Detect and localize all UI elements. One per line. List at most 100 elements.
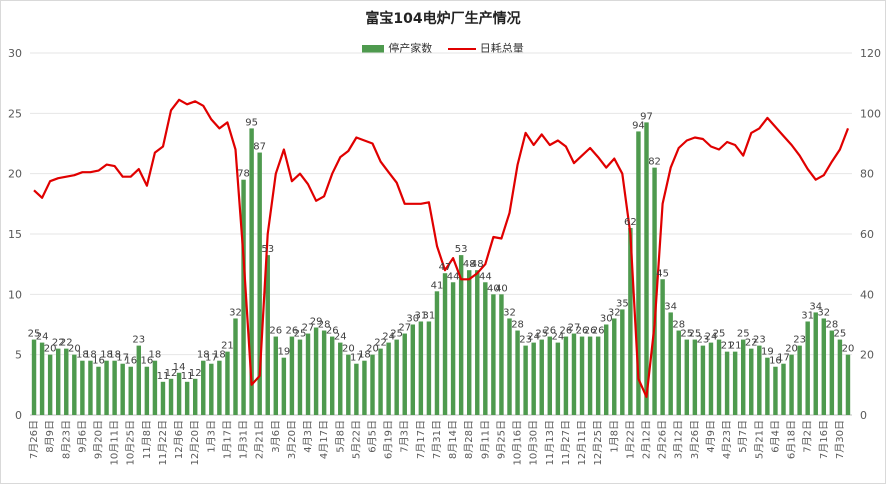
bar-data-label: 25 [688,329,701,340]
bar [700,345,706,415]
y-left-tick-label: 5 [15,349,22,362]
x-tick-label: 5月21日 [753,420,765,459]
y-right-tick-label: 40 [860,288,874,301]
bar [338,342,343,415]
bar-data-label: 26 [286,326,299,337]
bar-data-label: 11 [181,371,194,382]
bar [716,339,722,415]
bar [321,330,327,415]
x-tick-label: 6月19日 [383,420,395,459]
x-tick-label: 2月26日 [657,420,669,459]
bar-data-label: 19 [277,347,290,358]
x-tick-label: 11月22日 [157,420,169,465]
bar [829,330,835,415]
bar [434,291,440,415]
y-right-tick-label: 0 [860,409,867,422]
bar [684,339,690,415]
bar [636,131,641,415]
bar [354,363,359,415]
bar-data-label: 25 [737,329,750,340]
bar [491,294,496,415]
bar [612,318,617,415]
legend-line-swatch [447,48,476,50]
bar [732,351,738,415]
bar-data-label: 25 [390,329,403,340]
bar-data-label: 23 [753,335,766,346]
bar [426,321,432,415]
bar [442,273,448,415]
x-tick-label: 1月22日 [624,420,636,459]
legend-item-bars: 停产家数 [362,40,432,56]
bar [362,360,367,415]
bar-data-label: 16 [769,356,782,367]
bar-data-label: 26 [584,326,597,337]
bar-data-label: 22 [745,338,758,349]
bar-data-label: 27 [302,323,315,334]
bar [31,339,37,415]
bar-data-label: 23 [697,335,710,346]
bar [668,312,673,415]
bar [692,339,698,415]
bar-data-label: 20 [342,344,355,355]
bar [96,366,101,415]
bar-data-label: 16 [140,356,153,367]
bar-data-label: 31 [414,310,427,321]
x-tick-label: 7月30日 [834,420,846,459]
bar-data-label: 16 [92,356,105,367]
x-tick-label: 7月3日 [399,420,411,453]
bar-data-label: 48 [463,259,476,270]
bar-data-label: 17 [350,353,363,364]
bar-data-label: 32 [817,307,830,318]
legend-item-line: 日耗总量 [447,40,524,56]
bar [281,357,287,415]
x-tick-label: 7月17日 [415,420,427,459]
bar-data-label: 23 [793,335,806,346]
bar [660,279,665,415]
bar-data-label: 18 [358,350,371,361]
bar [289,336,295,415]
bar [241,179,246,415]
legend: 停产家数 日耗总量 [0,40,886,56]
bar-data-label: 12 [189,368,202,379]
x-tick-label: 9月6日 [76,420,88,453]
bar-data-label: 48 [471,259,484,270]
bar [813,312,818,415]
x-tick-label: 5月7日 [737,420,749,453]
bar-data-label: 24 [551,332,564,343]
bar [386,342,391,415]
y-left-tick-label: 20 [8,168,22,181]
y-left-tick-label: 25 [8,107,22,120]
x-tick-label: 4月17日 [318,420,330,459]
bar [112,360,117,415]
x-tick-label: 4月9日 [705,420,717,453]
bar-data-label: 97 [640,111,653,122]
x-tick-label: 10月30日 [528,420,540,465]
bar [499,294,504,415]
bar-data-label: 11 [157,371,170,382]
bar-data-label: 24 [36,332,49,343]
bar-data-label: 22 [374,338,387,349]
bar [740,339,746,415]
bar [475,270,480,415]
bar [120,363,125,415]
bar [257,152,262,416]
bar-data-label: 17 [205,353,218,364]
x-tick-label: 8月14日 [447,420,459,459]
chart-title: 富宝104电炉厂生产情况 [365,11,521,27]
bar-data-label: 20 [785,344,798,355]
x-tick-label: 8月23日 [60,420,72,459]
x-tick-label: 11月13日 [544,420,556,465]
y-right-tick-label: 120 [860,47,881,60]
y-left-tick-label: 10 [8,288,22,301]
bar [201,360,206,415]
y-left-tick-label: 0 [15,409,22,422]
bar-data-label: 35 [616,298,629,309]
bar-data-label: 25 [834,329,847,340]
bar [273,336,279,415]
bar-data-label: 26 [576,326,589,337]
bar-data-label: 25 [535,329,548,340]
x-tick-label: 8月28日 [463,420,475,459]
bar [773,366,778,415]
bar [265,255,270,415]
bar-data-label: 62 [624,217,637,228]
